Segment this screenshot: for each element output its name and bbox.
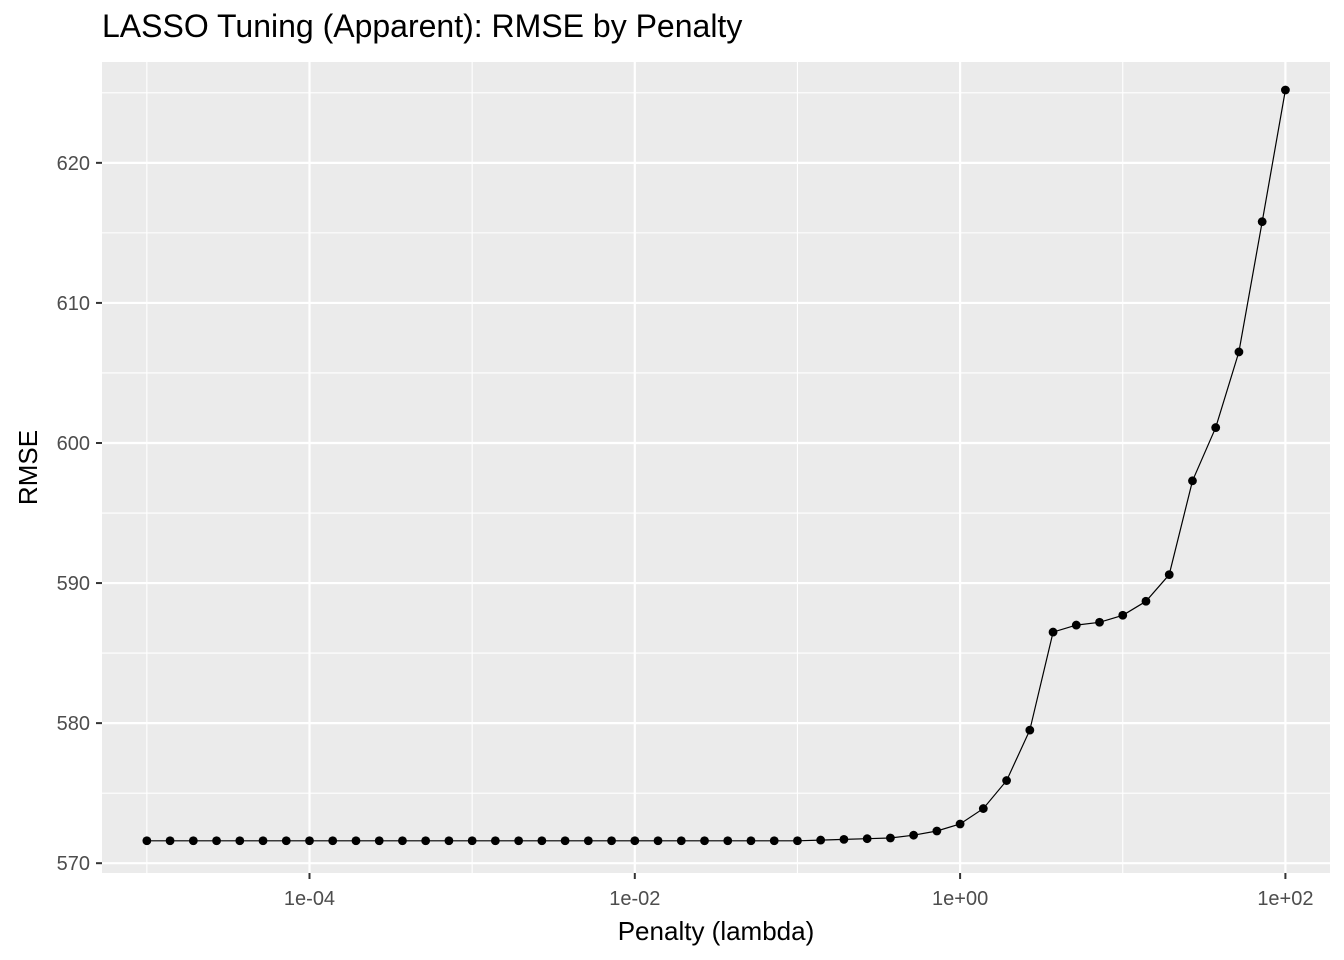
data-point <box>212 836 221 846</box>
y-tick-label: 590 <box>57 573 90 595</box>
data-point <box>188 836 198 846</box>
data-point <box>1025 725 1035 735</box>
data-point <box>1281 85 1290 95</box>
data-point <box>653 836 663 846</box>
data-point <box>1164 570 1174 580</box>
data-point <box>514 836 524 846</box>
data-point <box>142 836 152 846</box>
data-point <box>235 836 245 846</box>
data-point <box>1118 610 1128 620</box>
data-point <box>630 836 640 846</box>
y-tick-label: 580 <box>57 713 90 735</box>
x-tick-label: 1e+02 <box>1257 888 1313 910</box>
data-point <box>932 826 942 836</box>
data-point <box>1048 627 1058 637</box>
x-tick-label: 1e-04 <box>284 888 335 910</box>
data-point <box>816 835 826 845</box>
data-point <box>723 836 733 846</box>
minor-gridlines <box>102 62 1330 873</box>
data-point <box>1002 776 1011 785</box>
data-point <box>537 836 547 846</box>
x-axis: 1e-04 1e-02 1e+00 1e+02 <box>284 873 1313 910</box>
x-axis-title: Penalty (lambda) <box>618 916 815 946</box>
data-point <box>328 836 338 846</box>
y-axis: 570 580 590 600 610 620 <box>57 153 102 875</box>
data-point <box>1188 476 1197 486</box>
data-point <box>583 836 593 846</box>
y-axis-title: RMSE <box>13 430 43 505</box>
data-point <box>490 836 500 846</box>
data-point <box>1141 596 1151 606</box>
data-point <box>862 834 872 844</box>
data-point <box>467 836 477 846</box>
data-point <box>607 836 616 846</box>
series-layer <box>142 85 1290 846</box>
data-point <box>444 836 454 846</box>
data-point <box>978 804 988 813</box>
data-point <box>955 819 965 829</box>
y-tick-label: 610 <box>57 293 90 315</box>
data-point <box>1071 620 1081 630</box>
data-point <box>281 836 291 846</box>
data-point <box>793 836 802 846</box>
x-tick-label: 1e+00 <box>932 888 988 910</box>
y-tick-label: 600 <box>57 433 90 455</box>
data-point <box>374 836 384 846</box>
x-tick-label: 1e-02 <box>609 888 660 910</box>
major-gridlines <box>102 62 1330 873</box>
data-point <box>886 833 895 843</box>
y-tick-label: 620 <box>57 153 90 175</box>
chart-title: LASSO Tuning (Apparent): RMSE by Penalty <box>102 8 743 44</box>
data-point <box>700 836 709 846</box>
data-point <box>1211 423 1221 432</box>
data-point <box>676 836 686 846</box>
data-point <box>1234 347 1244 357</box>
plot-panel <box>102 62 1330 873</box>
data-point <box>769 836 779 846</box>
data-point <box>560 836 570 846</box>
data-point <box>398 836 407 846</box>
data-point <box>305 836 314 846</box>
data-point <box>909 830 919 840</box>
data-point <box>839 834 849 844</box>
y-tick-label: 570 <box>57 853 90 875</box>
data-point <box>165 836 175 846</box>
data-point <box>258 836 268 846</box>
data-point <box>421 836 431 846</box>
data-point <box>351 836 361 846</box>
data-point <box>1257 217 1267 227</box>
data-point <box>746 836 756 846</box>
data-point <box>1095 617 1104 627</box>
